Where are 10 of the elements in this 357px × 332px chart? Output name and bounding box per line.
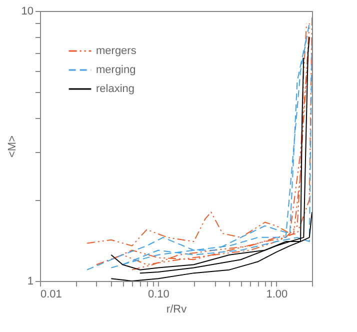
y-axis-title: <M> [6, 135, 18, 158]
legend-label: mergers [96, 45, 137, 57]
legend-label: merging [96, 64, 136, 76]
x-tick-label: 0.01 [40, 288, 62, 300]
y-tick-label: 10 [21, 6, 34, 18]
x-axis-title: r/Rv [166, 304, 188, 316]
x-tick-label: 1.00 [266, 288, 288, 300]
legend-label: relaxing [96, 83, 135, 95]
x-tick-label: 0.10 [148, 288, 170, 300]
y-tick-label: 1 [27, 276, 34, 288]
